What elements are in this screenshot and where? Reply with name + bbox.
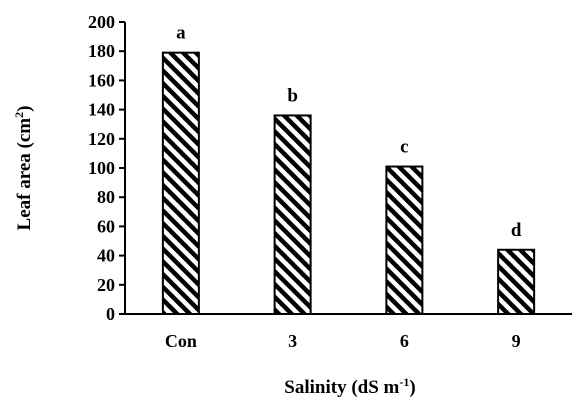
bar — [161, 51, 200, 315]
y-tick-label: 140 — [88, 100, 115, 120]
x-tick-label: 6 — [400, 331, 409, 351]
significance-letter: a — [176, 23, 186, 44]
significance-letters: a b c d — [176, 23, 522, 241]
y-tick-label: 180 — [88, 41, 115, 61]
x-axis-title-main: Salinity (dS m — [284, 377, 399, 398]
bar — [497, 248, 536, 315]
y-axis-title: Leaf area (cm2) — [12, 106, 35, 231]
svg-text:Leaf area (cm2): Leaf area (cm2) — [12, 106, 35, 231]
y-axis-ticks: 0 20 40 60 80 100 120 140 160 180 200 — [88, 12, 125, 324]
significance-letter: c — [400, 137, 408, 158]
bar — [385, 165, 424, 315]
significance-letter: b — [287, 85, 298, 106]
y-tick-label: 40 — [97, 246, 115, 266]
x-axis-title-sup: -1 — [399, 375, 409, 389]
x-tick-label: Con — [165, 331, 197, 351]
x-tick-label: 3 — [288, 331, 297, 351]
bar — [273, 114, 312, 315]
y-tick-label: 20 — [97, 275, 115, 295]
y-tick-label: 120 — [88, 129, 115, 149]
y-tick-label: 100 — [88, 158, 115, 178]
y-axis-title-tail: ) — [14, 106, 35, 112]
significance-letter: d — [511, 220, 522, 241]
y-tick-label: 80 — [97, 187, 115, 207]
y-axis-title-sup: 2 — [12, 112, 26, 118]
y-tick-label: 0 — [106, 304, 115, 324]
x-axis-title: Salinity (dS m-1) — [284, 375, 415, 398]
x-tick-label: 9 — [512, 331, 521, 351]
y-tick-label: 60 — [97, 216, 115, 236]
bars — [161, 51, 536, 315]
x-axis-ticks: Con 3 6 9 — [165, 331, 521, 351]
x-axis-title-tail: ) — [409, 377, 415, 398]
y-tick-label: 160 — [88, 70, 115, 90]
y-axis-title-main: Leaf area (cm — [14, 118, 35, 231]
y-tick-label: 200 — [88, 12, 115, 32]
